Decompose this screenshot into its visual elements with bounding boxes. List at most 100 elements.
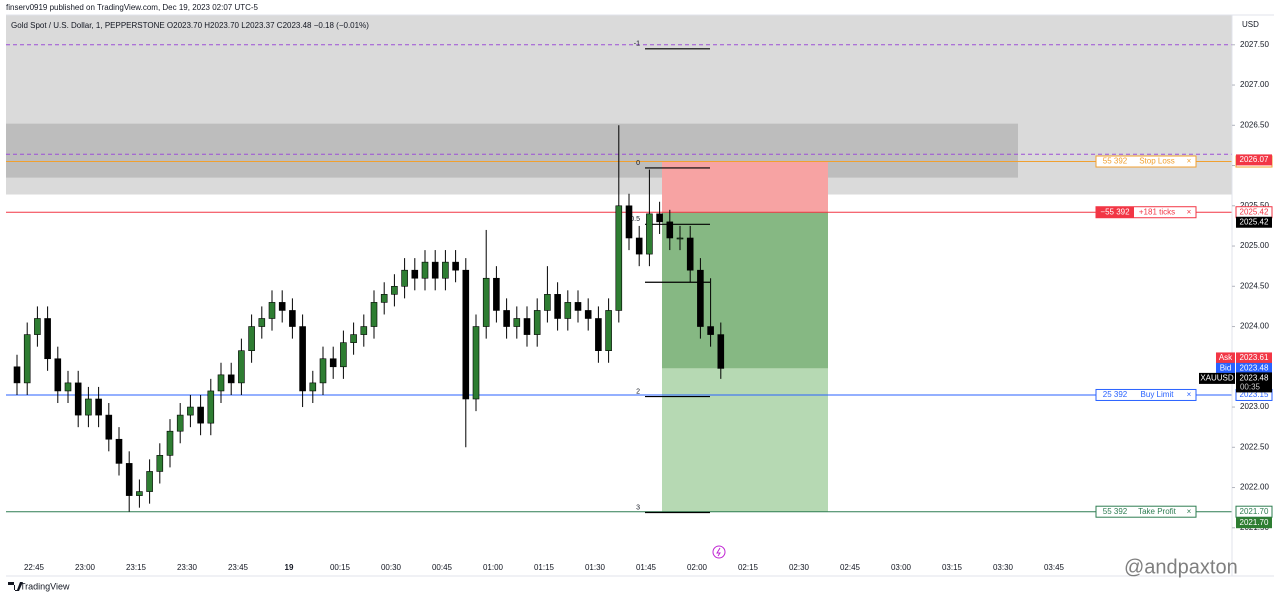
order-cancel[interactable]: ×: [1187, 507, 1192, 516]
candle-body: [686, 237, 694, 271]
order-qty: −55 392: [1100, 207, 1130, 216]
fib-label: 2: [636, 388, 640, 395]
countdown: 00:35: [1240, 383, 1261, 392]
candle-body: [136, 491, 143, 496]
x-tick-label: 01:45: [636, 563, 657, 572]
order-price: 2023.15: [1240, 390, 1269, 399]
candle-body: [299, 326, 306, 392]
candle-body: [442, 261, 449, 279]
candle-body: [493, 277, 500, 311]
price-tag: [1236, 352, 1272, 364]
candle-body: [248, 326, 255, 351]
price-tag-label: 2025.42: [1240, 217, 1269, 226]
x-tick-label: 23:30: [177, 563, 198, 572]
order-cancel[interactable]: ×: [1187, 390, 1192, 399]
risk-zone: [662, 161, 828, 213]
candle-body: [319, 358, 327, 384]
order-qty: 55 392: [1103, 507, 1128, 516]
candle-body: [554, 294, 561, 319]
order-text: Buy Limit: [1141, 390, 1175, 399]
fib-label: 0: [636, 160, 640, 167]
brand: TradingView: [20, 581, 70, 591]
candle-body: [238, 350, 245, 384]
y-tick-label: 2022.50: [1240, 442, 1269, 451]
candle-body: [574, 302, 582, 311]
candle-body: [166, 430, 174, 456]
symbol-info: Gold Spot / U.S. Dollar, 1, PEPPERSTONE …: [11, 21, 369, 30]
price-tag: [1236, 154, 1272, 166]
candle-body: [54, 358, 62, 392]
y-tick-label: 2025.00: [1240, 241, 1269, 250]
candle-body: [360, 326, 368, 335]
candle-body: [85, 398, 92, 416]
order-cancel[interactable]: ×: [1187, 157, 1192, 166]
profit-zone: [662, 212, 828, 369]
candle-body: [350, 334, 357, 343]
price-tag-prefix: Ask: [1219, 353, 1233, 362]
candle-body: [452, 261, 459, 271]
candle-body: [697, 269, 704, 327]
candle-body: [646, 213, 653, 255]
x-tick-label: 19: [285, 563, 294, 572]
order-price: 2025.42: [1240, 207, 1269, 216]
x-tick-label: 01:00: [483, 563, 504, 572]
candle-body: [401, 269, 408, 287]
y-tick-label: 2024.50: [1240, 281, 1269, 290]
candle-body: [513, 318, 521, 327]
y-tick-label: 2027.50: [1240, 40, 1269, 49]
y-tick-label: 2026.50: [1240, 120, 1269, 129]
candle-body: [666, 221, 674, 239]
last-price-tag: [1236, 372, 1272, 393]
candle-body: [584, 310, 592, 319]
order-cancel[interactable]: ×: [1187, 207, 1192, 216]
price-tag-label: 2026.07: [1240, 155, 1269, 164]
x-tick-label: 23:00: [75, 563, 96, 572]
candle-body: [105, 414, 113, 440]
price-tag: [1236, 517, 1272, 529]
x-tick-label: 03:45: [1044, 563, 1065, 572]
event-icon-bolt: [716, 547, 721, 557]
candle-body: [95, 398, 102, 416]
x-tick-label: 01:30: [585, 563, 606, 572]
x-tick-label: 02:00: [687, 563, 708, 572]
candle-body: [258, 318, 266, 327]
event-icon[interactable]: [712, 545, 726, 559]
candle-body: [482, 277, 490, 327]
x-tick-label: 02:15: [738, 563, 759, 572]
candle-body: [340, 342, 347, 368]
x-tick-label: 01:15: [534, 563, 555, 572]
fib-label: -1: [634, 41, 640, 48]
candle-body: [544, 294, 551, 311]
y-tick-label: 2027.00: [1240, 80, 1269, 89]
order-qty-box: [1096, 206, 1134, 218]
candle-body: [64, 382, 72, 392]
candle-body: [523, 318, 531, 335]
tv-logo: [8, 582, 23, 591]
price-tag: [1236, 216, 1272, 228]
candle-body: [156, 455, 164, 472]
candle-body: [74, 382, 82, 416]
candle-body: [635, 237, 643, 255]
x-tick-label: 00:30: [381, 563, 402, 572]
y-tick-label: 2023.00: [1240, 402, 1269, 411]
x-tick-label: 03:00: [891, 563, 912, 572]
candle-body: [125, 463, 133, 496]
candle-body: [605, 310, 612, 351]
last-price: 2023.48: [1240, 374, 1269, 383]
candle-body: [309, 382, 317, 392]
candle-body: [656, 213, 663, 223]
watermark: @andpaxton: [1124, 556, 1238, 578]
price-tag-label: 2023.61: [1240, 353, 1269, 362]
candle-body: [676, 237, 684, 240]
candle-body: [533, 310, 541, 335]
x-tick-label: 23:15: [126, 563, 147, 572]
candle-body: [207, 390, 215, 424]
candle-body: [411, 269, 419, 279]
price-tag: [1236, 362, 1272, 374]
candle-body: [227, 374, 235, 384]
candle-body: [707, 326, 714, 335]
order-box: [1095, 505, 1197, 518]
price-tag-label: 2023.48: [1240, 364, 1269, 373]
candle-body: [625, 205, 633, 239]
candle-body: [289, 310, 296, 327]
